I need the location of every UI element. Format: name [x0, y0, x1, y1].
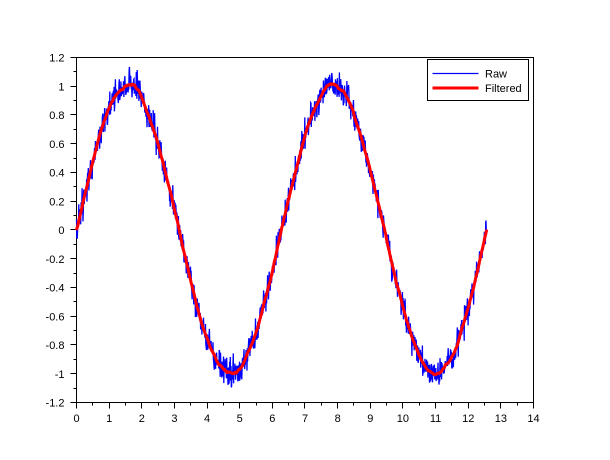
svg-text:1: 1 [106, 413, 112, 425]
svg-text:4: 4 [204, 413, 210, 425]
svg-text:10: 10 [397, 413, 409, 425]
svg-text:7: 7 [302, 413, 308, 425]
svg-text:-0.2: -0.2 [46, 254, 65, 266]
svg-text:Filtered: Filtered [485, 83, 522, 95]
svg-text:-0.6: -0.6 [46, 311, 65, 323]
svg-text:6: 6 [269, 413, 275, 425]
svg-text:8: 8 [335, 413, 341, 425]
svg-text:-0.4: -0.4 [46, 283, 65, 295]
svg-text:3: 3 [171, 413, 177, 425]
svg-text:0.6: 0.6 [49, 139, 64, 151]
svg-text:-1.2: -1.2 [46, 398, 65, 410]
svg-text:1: 1 [58, 81, 64, 93]
svg-text:0.2: 0.2 [49, 196, 64, 208]
svg-text:5: 5 [237, 413, 243, 425]
svg-text:Raw: Raw [485, 69, 507, 81]
svg-text:1.2: 1.2 [49, 53, 64, 65]
svg-text:9: 9 [367, 413, 373, 425]
svg-text:11: 11 [430, 413, 441, 425]
svg-text:14: 14 [527, 413, 539, 425]
svg-text:0: 0 [73, 413, 79, 425]
svg-text:0.8: 0.8 [49, 110, 64, 122]
svg-text:0.4: 0.4 [49, 168, 64, 180]
svg-text:12: 12 [462, 413, 474, 425]
svg-text:0: 0 [58, 225, 64, 237]
svg-text:2: 2 [139, 413, 145, 425]
svg-text:13: 13 [495, 413, 507, 425]
svg-text:-0.8: -0.8 [46, 340, 65, 352]
svg-text:-1: -1 [55, 369, 65, 381]
